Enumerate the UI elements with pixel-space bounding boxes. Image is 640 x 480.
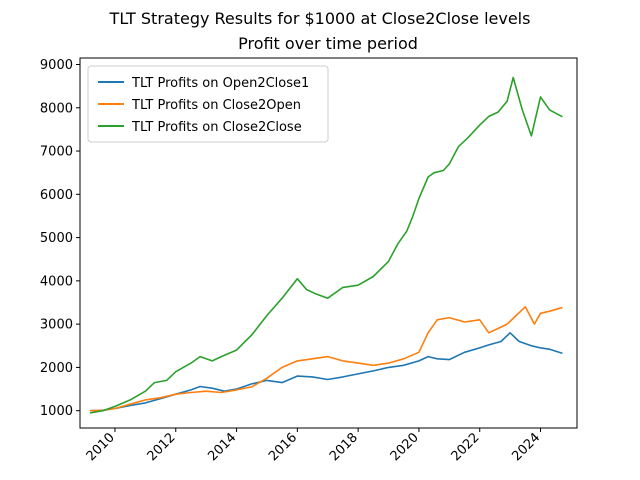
y-tick-label: 9000 [40, 58, 73, 73]
series-layer [89, 76, 563, 414]
series-line-2 [89, 305, 563, 412]
y-tick-label: 7000 [40, 145, 73, 160]
plot-frame [79, 57, 578, 429]
chart-title: TLT Strategy Results for $1000 at Close2… [109, 9, 531, 28]
y-tick-label: 1000 [40, 404, 73, 419]
y-tick-label: 8000 [40, 101, 73, 116]
y-tick-label: 6000 [40, 188, 73, 203]
chart-subtitle: Profit over time period [238, 34, 418, 53]
y-tick-label: 5000 [40, 231, 73, 246]
series-line-3 [89, 76, 563, 414]
legend-label-3: TLT Profits on Close2Close [131, 120, 302, 135]
y-tick-label: 2000 [40, 361, 73, 376]
y-tick-label: 3000 [40, 318, 73, 333]
legend-box [87, 65, 329, 143]
legend-label-2: TLT Profits on Close2Open [131, 98, 301, 113]
legend: TLT Profits on Open2Close1 TLT Profits on… [87, 65, 329, 143]
y-tick-label: 4000 [40, 274, 73, 289]
legend-label-1: TLT Profits on Open2Close1 [131, 76, 309, 91]
